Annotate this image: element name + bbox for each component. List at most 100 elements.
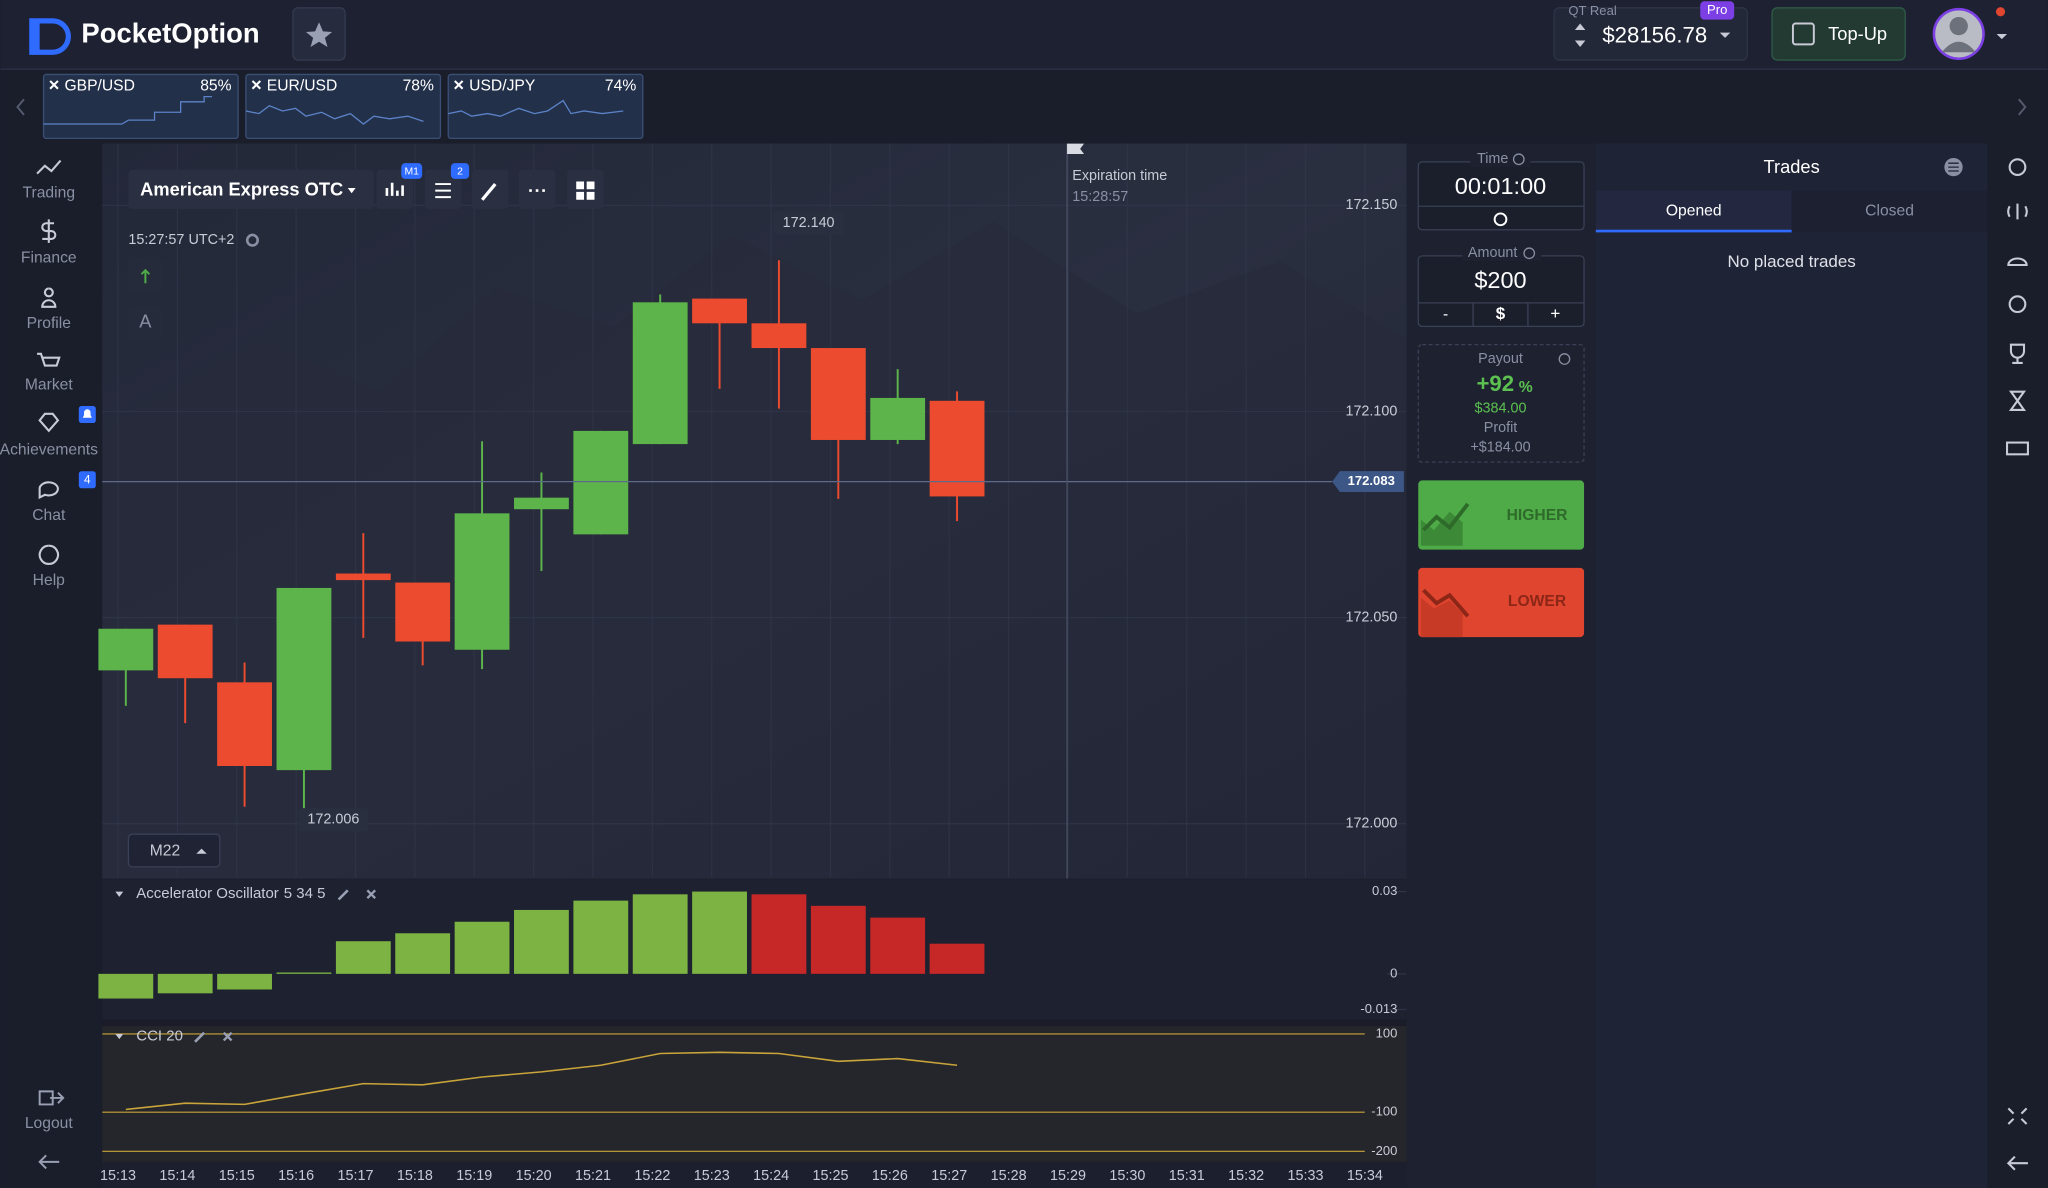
target-icon[interactable] (2008, 295, 2027, 314)
sidebar-icon (38, 544, 60, 565)
candle-body (573, 430, 629, 535)
empty-message: No placed trades (1727, 252, 1855, 271)
cci-panel (102, 1026, 1407, 1162)
remove-icon[interactable] (222, 1031, 233, 1042)
increase-button[interactable]: + (1550, 304, 1560, 323)
top-up-button[interactable] (1771, 7, 1906, 61)
time-label: 15:16 (278, 1168, 314, 1184)
sidebar-icon (41, 219, 57, 243)
period-button[interactable] (127, 833, 221, 868)
candle-body (98, 628, 154, 671)
candle-body (335, 573, 391, 581)
time-label: Time (1477, 151, 1508, 167)
collapse-icon[interactable] (2006, 1155, 2028, 1171)
hourglass-icon[interactable] (2008, 390, 2027, 411)
social-icon[interactable] (2007, 257, 2028, 267)
close-icon[interactable] (454, 80, 464, 90)
decrease-button[interactable]: - (1443, 306, 1448, 323)
opened-tab[interactable] (1595, 190, 1792, 233)
sidebar-label[interactable]: Chat (32, 507, 66, 524)
sidebar-items: Trading Finance Profile Market Achievements C… (0, 159, 98, 589)
indicators-button[interactable] (424, 169, 462, 209)
time-label: 15:29 (1050, 1168, 1086, 1184)
oscillator-bar (217, 973, 272, 990)
time-label: 15:22 (634, 1168, 670, 1184)
currency-button[interactable]: $ (1496, 304, 1506, 323)
top-up-label: Top-Up (1828, 23, 1887, 44)
tab-pair: EUR/USD (267, 77, 337, 94)
sidebar-label[interactable]: Market (25, 376, 73, 393)
payout-amount: $384.00 (1475, 400, 1527, 416)
time-label: 15:26 (872, 1168, 908, 1184)
asset-tab[interactable] (447, 73, 644, 140)
time-label: 15:28 (991, 1168, 1027, 1184)
sidebar-label[interactable]: Finance (21, 250, 77, 267)
closed-tab[interactable] (1791, 190, 1988, 233)
oscillator-tick-label: -0.013 (1360, 1001, 1397, 1016)
keyboard-icon[interactable] (2005, 441, 2029, 456)
settings-icon[interactable] (245, 233, 259, 247)
time-label: 15:30 (1109, 1168, 1145, 1184)
close-icon[interactable] (251, 80, 262, 90)
price-tick-label: 172.050 (1345, 609, 1397, 625)
timeframe-badge (401, 163, 423, 179)
time-labels: 15:13 15:14 15:15 15:16 15:17 15:18 15:19 15:20… (100, 1168, 1383, 1184)
chat-badge-count: 4 (84, 474, 91, 487)
drawing-icon (480, 183, 497, 201)
collapse-icon[interactable] (115, 1033, 124, 1040)
edit-icon[interactable] (194, 1031, 206, 1043)
candle-body (632, 302, 688, 445)
oscillator-bar (514, 909, 569, 974)
asset-tab[interactable] (42, 73, 239, 140)
price-tick-label: 172.000 (1345, 816, 1397, 832)
balance-box[interactable] (1553, 7, 1748, 61)
trophy-icon[interactable] (2009, 343, 2026, 364)
chart-type-button[interactable] (376, 169, 414, 209)
cci-tick-label: 100 (1376, 1025, 1398, 1040)
tab-payout: 74% (605, 77, 636, 94)
time-label: 15:32 (1228, 1168, 1264, 1184)
collapse-icon[interactable] (115, 891, 124, 897)
sidebar-label[interactable]: Help (33, 572, 65, 589)
tab-sparkline (448, 99, 624, 117)
payout-box (1417, 343, 1585, 463)
help-icon (1558, 353, 1571, 365)
more-button[interactable] (518, 169, 556, 209)
scroll-left[interactable] (16, 98, 25, 116)
sidebar-icon (36, 159, 62, 175)
fullscreen-icon[interactable] (2007, 1107, 2028, 1125)
remove-icon[interactable] (366, 889, 377, 900)
cci-line (125, 1051, 958, 1111)
close-icon[interactable] (49, 80, 59, 90)
sidebar-label[interactable]: Achievements (0, 442, 98, 459)
scroll-right[interactable] (2018, 98, 2027, 116)
profit-label: Profit (1484, 420, 1518, 436)
sidebar-icon (37, 352, 61, 367)
tab-label: Opened (1666, 203, 1722, 220)
oscillator-params: 5 34 5 (284, 885, 326, 902)
sidebar-label[interactable]: Trading (23, 184, 76, 201)
edit-icon[interactable] (337, 889, 349, 901)
layout-icon (576, 181, 595, 200)
list-icon-lines (1948, 162, 1959, 172)
signals-icon[interactable] (2007, 203, 2028, 220)
amount-label: Amount (1468, 245, 1517, 261)
tab-sparkline (43, 95, 212, 125)
history-icon[interactable] (2008, 158, 2027, 176)
logo-icon (39, 23, 66, 50)
indicator-badge (450, 163, 470, 179)
sidebar-label[interactable]: Profile (27, 315, 72, 332)
account-label: QT Real (1568, 3, 1616, 18)
oscillator-bar (573, 900, 629, 974)
logout-label[interactable]: Logout (25, 1115, 74, 1132)
clock-icon[interactable] (1493, 212, 1508, 227)
current-price-label: 172.083 (1348, 473, 1395, 488)
timezone: UTC+2 (188, 232, 234, 248)
layout-button[interactable] (567, 169, 604, 209)
asset-tab[interactable] (245, 73, 442, 140)
sidebar-icon (41, 287, 57, 308)
asset-selector[interactable] (128, 169, 374, 209)
text-tool[interactable] (128, 305, 163, 340)
collapse-icon[interactable] (38, 1154, 60, 1170)
text-tool-label: A (139, 310, 152, 331)
